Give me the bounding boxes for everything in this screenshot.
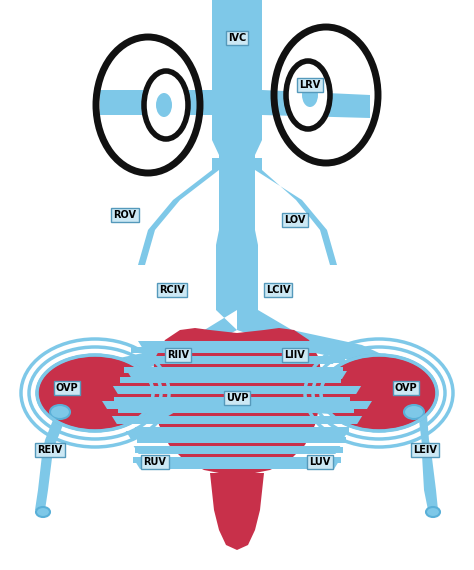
Polygon shape <box>336 380 406 398</box>
Ellipse shape <box>302 83 318 107</box>
Ellipse shape <box>37 355 153 431</box>
Text: IVC: IVC <box>228 33 246 43</box>
Polygon shape <box>255 158 337 265</box>
Polygon shape <box>126 431 348 439</box>
Polygon shape <box>131 347 343 353</box>
Text: LOV: LOV <box>284 215 306 225</box>
Polygon shape <box>135 461 339 469</box>
Polygon shape <box>382 362 432 458</box>
Polygon shape <box>127 357 345 363</box>
Text: RUV: RUV <box>144 457 166 467</box>
Ellipse shape <box>286 61 330 129</box>
Polygon shape <box>299 400 406 418</box>
Polygon shape <box>42 362 92 458</box>
Polygon shape <box>113 386 361 394</box>
Text: LUV: LUV <box>310 457 331 467</box>
Polygon shape <box>137 437 346 443</box>
Polygon shape <box>135 447 344 453</box>
Text: ROV: ROV <box>113 210 137 220</box>
Text: LEIV: LEIV <box>413 445 437 455</box>
Ellipse shape <box>404 405 424 419</box>
Ellipse shape <box>321 355 437 431</box>
Polygon shape <box>127 371 347 379</box>
Polygon shape <box>120 377 341 383</box>
Polygon shape <box>134 446 340 454</box>
Polygon shape <box>100 90 212 115</box>
Polygon shape <box>237 310 394 376</box>
Polygon shape <box>117 387 343 393</box>
Ellipse shape <box>36 507 50 517</box>
Ellipse shape <box>426 507 440 517</box>
Text: RIIV: RIIV <box>167 350 189 360</box>
Text: RCIV: RCIV <box>159 285 185 295</box>
Polygon shape <box>114 397 350 403</box>
Polygon shape <box>124 367 343 373</box>
Ellipse shape <box>144 71 188 139</box>
Polygon shape <box>422 455 438 510</box>
Text: LRV: LRV <box>300 80 320 90</box>
Text: OVP: OVP <box>55 383 78 393</box>
Polygon shape <box>118 407 354 413</box>
Polygon shape <box>262 90 370 118</box>
Text: LCIV: LCIV <box>266 285 290 295</box>
Polygon shape <box>68 380 138 398</box>
Polygon shape <box>138 341 336 349</box>
Polygon shape <box>128 417 351 423</box>
Ellipse shape <box>50 405 70 419</box>
Text: OVP: OVP <box>395 383 417 393</box>
Polygon shape <box>133 457 341 463</box>
Polygon shape <box>102 401 372 409</box>
Polygon shape <box>210 473 264 550</box>
Ellipse shape <box>156 93 172 117</box>
Text: REIV: REIV <box>37 445 63 455</box>
Text: UVP: UVP <box>226 393 248 403</box>
Polygon shape <box>68 400 175 418</box>
Polygon shape <box>35 455 52 510</box>
Polygon shape <box>112 416 362 424</box>
Polygon shape <box>152 328 322 474</box>
Polygon shape <box>135 427 349 433</box>
Text: LIIV: LIIV <box>284 350 305 360</box>
Polygon shape <box>138 158 219 265</box>
Polygon shape <box>136 356 338 364</box>
Polygon shape <box>212 0 262 310</box>
Polygon shape <box>80 310 237 378</box>
